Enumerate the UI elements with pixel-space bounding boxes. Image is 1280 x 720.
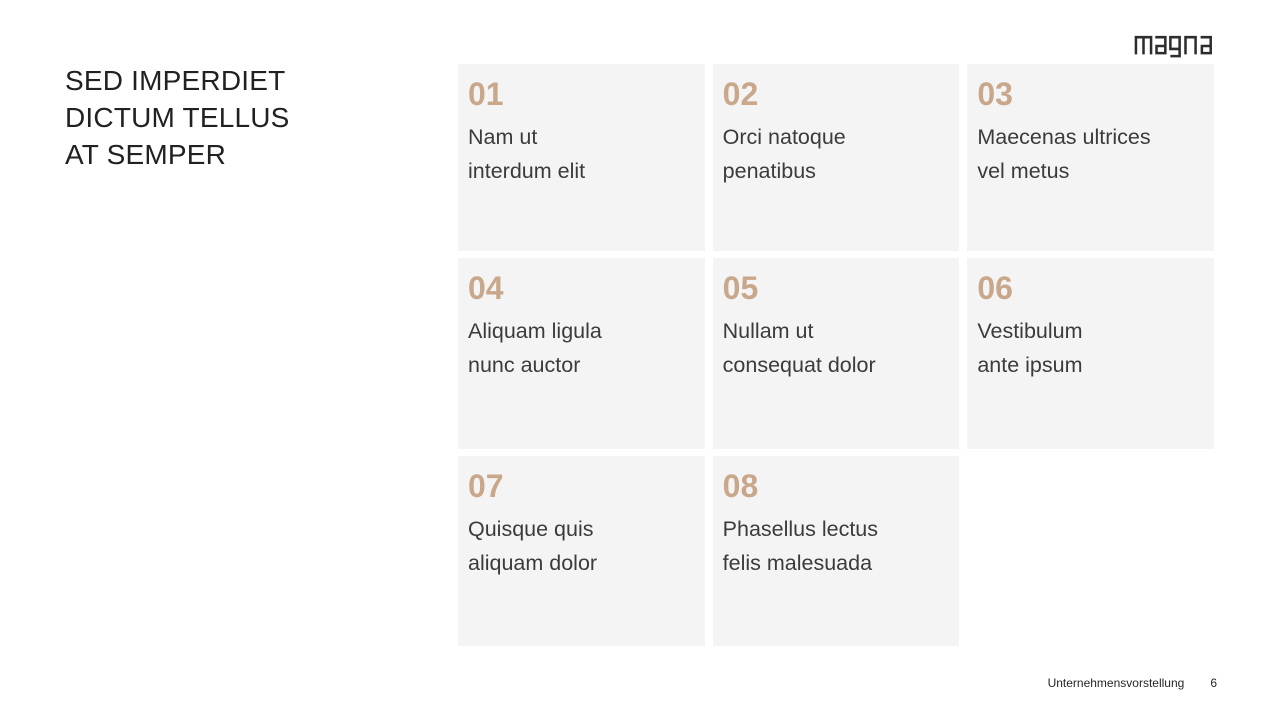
card-08: 08 Phasellus lectus felis malesuada <box>712 456 960 646</box>
page-number: 6 <box>1210 676 1217 690</box>
card-number: 03 <box>977 76 1013 112</box>
slide-title: SED IMPERDIET DICTUM TELLUS AT SEMPER <box>65 65 290 170</box>
card-03: 03 Maecenas ultrices vel metus <box>967 64 1214 251</box>
card-05: 05 Nullam ut consequat dolor <box>712 258 960 449</box>
card-number: 08 <box>722 468 759 504</box>
card-number: 06 <box>977 270 1013 306</box>
card-06: 06 Vestibulum ante ipsum <box>967 258 1214 449</box>
card-text: Maecenas ultrices vel metus <box>977 125 1151 183</box>
card-text: Nam ut interdum elit <box>468 125 586 183</box>
magna-logo-glyphs <box>1134 35 1212 58</box>
footer: Unternehmensvorstellung 6 <box>1048 676 1217 690</box>
card-text: Aliquam ligula nunc auctor <box>468 319 602 377</box>
card-number: 04 <box>468 270 504 306</box>
magna-logo: magna <box>1133 32 1217 60</box>
card-text: Vestibulum ante ipsum <box>977 319 1083 377</box>
card-04: 04 Aliquam ligula nunc auctor <box>458 258 705 449</box>
footer-label: Unternehmensvorstellung <box>1047 676 1185 690</box>
card-07: 07 Quisque quis aliquam dolor <box>458 456 705 646</box>
card-01: 01 Nam ut interdum elit <box>458 64 705 251</box>
card-number: 05 <box>722 270 759 306</box>
card-number: 02 <box>722 76 759 112</box>
card-02: 02 Orci natoque penatibus <box>712 64 960 251</box>
card-text: Phasellus lectus felis malesuada <box>722 517 879 575</box>
card-text: Nullam ut consequat dolor <box>722 319 876 377</box>
card-text: Orci natoque penatibus <box>722 125 846 183</box>
card-number: 01 <box>468 76 504 112</box>
cards-grid: 01 Nam ut interdum elit 02 Orci natoque … <box>458 64 1214 646</box>
card-number: 07 <box>468 468 504 504</box>
card-text: Quisque quis aliquam dolor <box>468 517 598 575</box>
